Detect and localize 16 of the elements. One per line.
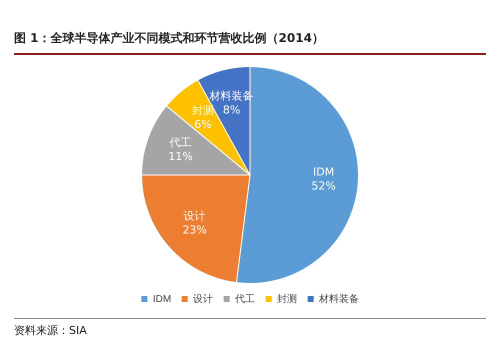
data-label: 23% [182,224,207,237]
slice-label: 封测 [192,104,214,118]
slice-label: IDM [313,165,334,178]
data-label: 6% [194,118,212,132]
data-label: 52% [311,179,336,192]
slice-label: 设计 [184,210,206,223]
slice-label: 代工 [168,136,192,149]
legend-label: 代工 [234,294,256,305]
legend-label: 设计 [193,292,214,305]
legend-label: 材料装备 [318,292,360,305]
legend-label: IDM [152,294,172,305]
data-label: 11% [168,150,193,163]
data-label: 8% [222,103,240,116]
chart-title: 图 1：全球半导体产业不同模式和环节营收比例（2014） [14,30,486,55]
legend-label: 封测 [277,292,298,305]
text: 资料来源：SIA [14,318,486,338]
